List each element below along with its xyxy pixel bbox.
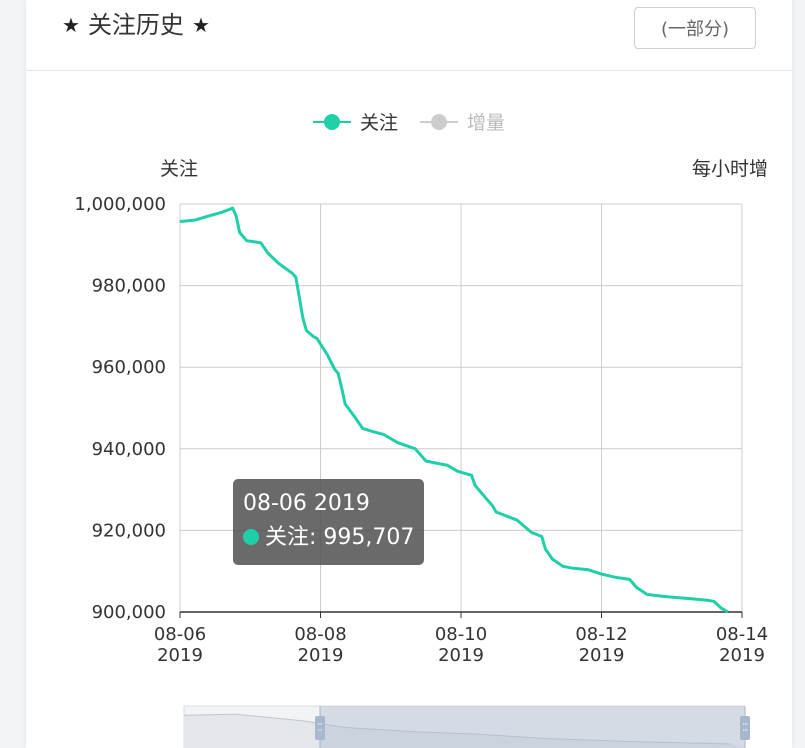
x-tick-date-4: 08-14 xyxy=(716,624,768,645)
star-icon-left: ★ xyxy=(62,13,80,37)
y-tick-label-5: 900,000 xyxy=(92,602,166,623)
x-tick-date-2: 08-10 xyxy=(435,624,487,645)
series-line-0 xyxy=(179,206,729,614)
x-tick-year-4: 2019 xyxy=(719,645,765,666)
card-header: ★ 关注历史 ★ (一部分) xyxy=(26,0,792,71)
zoom-area xyxy=(184,714,745,748)
tooltip-value: 关注: 995,707 xyxy=(265,525,415,550)
legend-label-1: 增量 xyxy=(467,112,505,134)
page-title: ★ 关注历史 ★ xyxy=(62,8,210,42)
y-tick-label-3: 940,000 xyxy=(92,439,166,460)
y-tick-label-2: 960,000 xyxy=(92,357,166,378)
x-tick-date-3: 08-12 xyxy=(575,624,627,645)
chart-axes: 关注 每小时增 1,000,000 980,000 960,000 940,000 920,… xyxy=(74,158,768,666)
legend-dot-icon-0 xyxy=(324,114,340,130)
x-tick-year-0: 2019 xyxy=(157,645,203,666)
legend-dot-icon-1 xyxy=(431,114,447,130)
tooltip-row: 关注: 995,707 xyxy=(243,521,414,555)
zoom-slider[interactable] xyxy=(183,705,750,748)
chart-series xyxy=(179,206,729,614)
part-toggle-button[interactable]: (一部分) xyxy=(634,7,756,49)
zoom-line xyxy=(183,713,732,745)
tooltip-dot-icon xyxy=(243,529,259,545)
y-tick-label-0: 1,000,000 xyxy=(74,194,166,215)
x-tick-date-1: 08-08 xyxy=(294,624,346,645)
title-text: 关注历史 xyxy=(87,11,184,39)
x-tick-year-3: 2019 xyxy=(579,645,625,666)
zoom-selection xyxy=(320,706,745,748)
y-tick-label-4: 920,000 xyxy=(92,520,166,541)
x-tick-year-1: 2019 xyxy=(298,645,344,666)
x-tick-date-0: 08-06 xyxy=(154,624,206,645)
star-icon-right: ★ xyxy=(191,13,210,37)
tooltip-date: 08-06 2019 xyxy=(243,491,370,516)
y-tick-label-1: 980,000 xyxy=(92,276,166,297)
chart-tooltip: 08-06 2019 关注: 995,707 xyxy=(233,479,425,565)
chart-legend: 关注 增量 xyxy=(313,112,505,134)
y-axis-title-left: 关注 xyxy=(160,158,198,180)
x-tick-year-2: 2019 xyxy=(438,645,484,666)
legend-label-0: 关注 xyxy=(360,112,398,134)
y-axis-title-right: 每小时增 xyxy=(692,158,768,180)
history-card: ★ 关注历史 ★ (一部分) xyxy=(26,0,792,748)
